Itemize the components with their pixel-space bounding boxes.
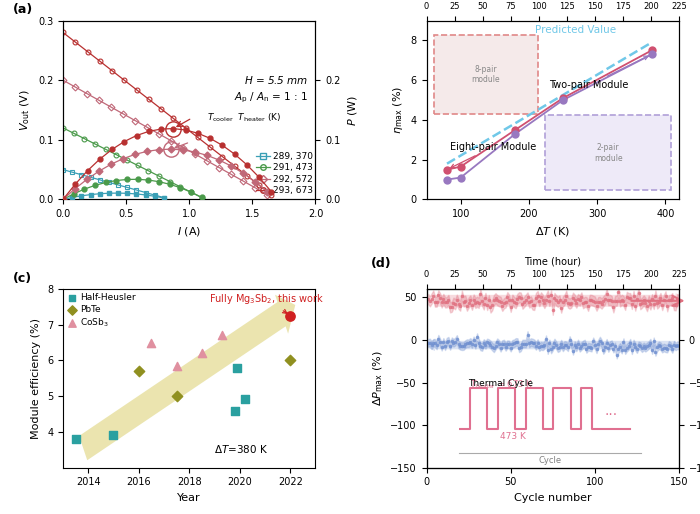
Text: (d): (d) [371, 258, 391, 270]
Text: $T_\mathrm{cooler}$  $T_\mathrm{heater}$ (K): $T_\mathrm{cooler}$ $T_\mathrm{heater}$ … [207, 112, 281, 124]
Y-axis label: $P$ (W): $P$ (W) [346, 95, 359, 125]
Legend: 289, 370, 291, 473, 292, 572, 293, 673: 289, 370, 291, 473, 292, 572, 293, 673 [256, 152, 314, 195]
Point [285, 311, 296, 320]
X-axis label: Cycle number: Cycle number [514, 493, 592, 503]
FancyArrow shape [435, 293, 689, 308]
Text: Two-pair Module: Two-pair Module [550, 56, 648, 90]
Half-Heusler [229, 407, 240, 415]
FancyBboxPatch shape [434, 35, 538, 114]
Text: Fully Mg$_3$Sb$_2$, this work: Fully Mg$_3$Sb$_2$, this work [209, 292, 325, 314]
CoSb$_3$ [146, 338, 157, 346]
CoSb$_3$ [216, 331, 228, 339]
Half-Heusler [239, 395, 251, 403]
Text: (a): (a) [13, 4, 33, 16]
Half-Heusler [232, 363, 243, 372]
Y-axis label: Module efficiency (%): Module efficiency (%) [32, 318, 41, 439]
CoSb$_3$ [196, 349, 207, 357]
Half-Heusler [70, 435, 81, 443]
Text: 2-pair
module: 2-pair module [594, 143, 622, 162]
Text: (b): (b) [376, 0, 397, 2]
Polygon shape [79, 295, 295, 460]
Text: Predicted Value: Predicted Value [535, 25, 616, 35]
X-axis label: Time (hour): Time (hour) [524, 256, 581, 267]
Legend: Half-Heusler, PbTe, CoSb$_3$: Half-Heusler, PbTe, CoSb$_3$ [67, 293, 136, 329]
X-axis label: Year: Year [177, 493, 201, 503]
Y-axis label: $V_\mathrm{out}$ (V): $V_\mathrm{out}$ (V) [19, 89, 32, 131]
PbTe [171, 392, 182, 400]
FancyArrow shape [421, 339, 676, 351]
PbTe [285, 356, 296, 364]
Polygon shape [79, 295, 295, 460]
FancyBboxPatch shape [545, 115, 671, 191]
X-axis label: $\Delta T$ (K): $\Delta T$ (K) [536, 225, 570, 237]
Text: $A_\mathrm{p}$ / $A_\mathrm{n}$ = 1 : 1: $A_\mathrm{p}$ / $A_\mathrm{n}$ = 1 : 1 [234, 90, 308, 105]
Text: $H$ = 5.5 mm: $H$ = 5.5 mm [244, 74, 308, 86]
Y-axis label: $\Delta P_\mathrm{max}$ (%): $\Delta P_\mathrm{max}$ (%) [371, 351, 384, 406]
Text: (c): (c) [13, 272, 32, 285]
Half-Heusler [108, 431, 119, 439]
Text: Eight-pair Module: Eight-pair Module [450, 142, 537, 168]
Text: 8-pair
module: 8-pair module [472, 65, 500, 84]
Text: $\Delta T$=380 K: $\Delta T$=380 K [214, 444, 269, 455]
Y-axis label: $\eta_\mathrm{max}$ (%): $\eta_\mathrm{max}$ (%) [391, 86, 405, 134]
X-axis label: $I$ (A): $I$ (A) [177, 225, 202, 237]
PbTe [133, 367, 144, 375]
CoSb$_3$ [171, 362, 182, 370]
